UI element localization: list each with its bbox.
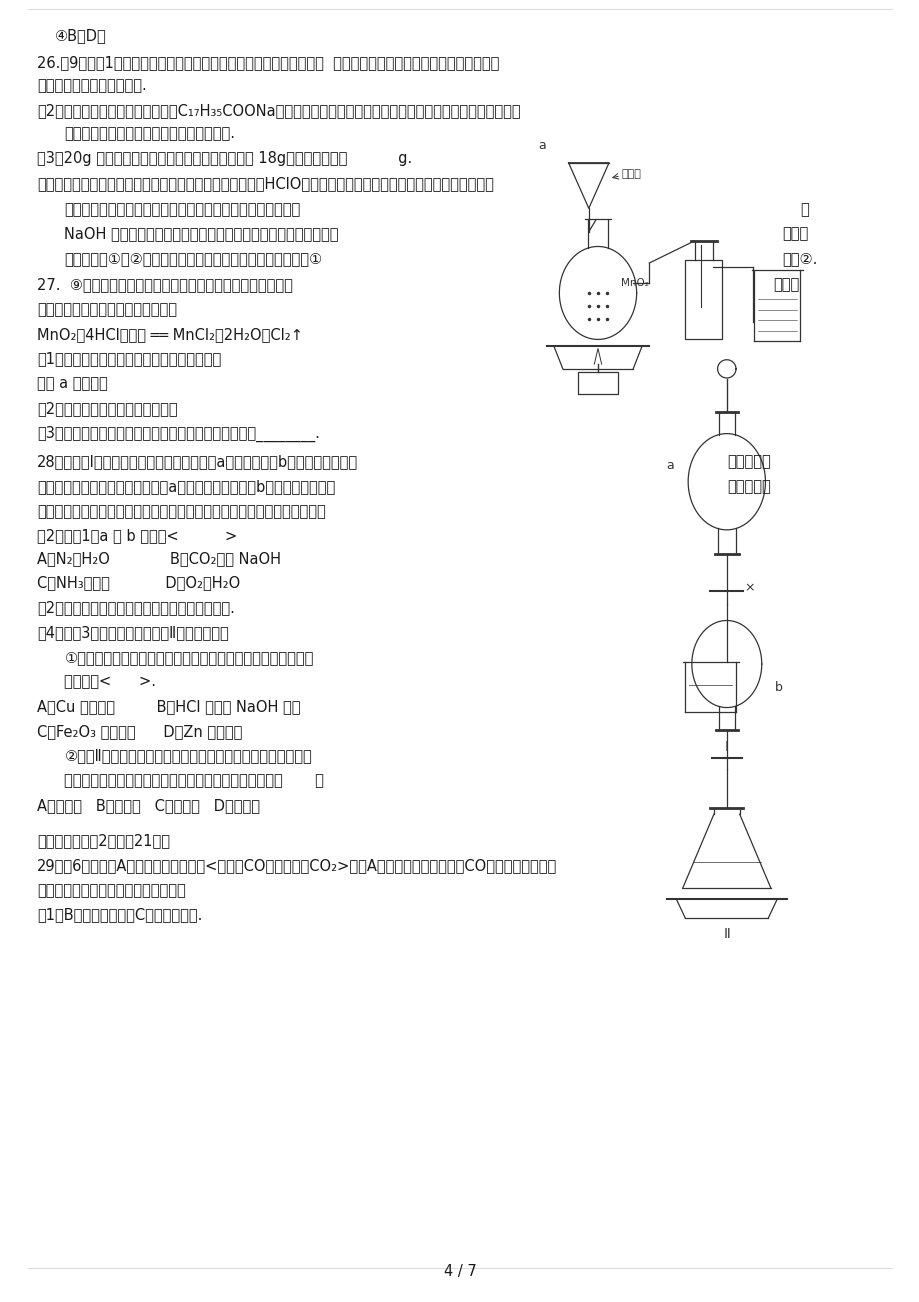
Text: （3）通常烧杯中盛装氢氧化钙溶液，在此所起的作用是________.: （3）通常烧杯中盛装氢氧化钙溶液，在此所起的作用是________. xyxy=(37,426,319,441)
Text: 体，实验室制备氯气的化学方程式为: 体，实验室制备氯气的化学方程式为 xyxy=(37,302,176,318)
Text: 物质氧化为无色物质．某同学将氯气的水溶液滴入含酔酘试液: 物质氧化为无色物质．某同学将氯气的水溶液滴入含酔酘试液 xyxy=(64,202,301,217)
Text: 26.〉9分《（1）检验无水酒精中是否含有微量水分的最简便的方法是  取少量无水酒精，向酒精中加入少量粉末，: 26.〉9分《（1）检验无水酒精中是否含有微量水分的最简便的方法是 取少量无水酒… xyxy=(37,55,499,70)
Text: （3）20g 氢气和氧气的混合气体完全燃烧，生成水 18g，则氢气最多为           g.: （3）20g 氢气和氧气的混合气体完全燃烧，生成水 18g，则氢气最多为 g. xyxy=(37,151,412,167)
Text: ④B＋D．: ④B＋D． xyxy=(55,29,107,44)
Text: （1）右图为实验室制取氯气的装置图，请写出: （1）右图为实验室制取氯气的装置图，请写出 xyxy=(37,352,221,367)
Text: 五、（本题包括2题，共21分）: 五、（本题包括2题，共21分） xyxy=(37,833,170,849)
Text: Ⅰ: Ⅰ xyxy=(724,741,728,754)
Text: （2）该实验中收集氯气的方法是：: （2）该实验中收集氯气的方法是： xyxy=(37,401,177,417)
Text: a: a xyxy=(538,139,545,152)
Text: （2）肥皂的主要成分是硬脂酸钙（C₁₇H₃₅COONa），将其与稀盐酸混合，会产生白色沉淠，沉淠为（写名称，下: （2）肥皂的主要成分是硬脂酸钙（C₁₇H₃₅COONa），将其与稀盐酸混合，会产… xyxy=(37,103,520,118)
Text: 29．（6分）现有A贮气瓶中的混合气体<主要有CO，内含少量CO₂>，以A为原料制备纯净干燥的CO用于还原氧化铜，: 29．（6分）现有A贮气瓶中的混合气体<主要有CO，内含少量CO₂>，以A为原料… xyxy=(37,858,556,874)
Text: a: a xyxy=(666,458,674,471)
Text: 于外界大气: 于外界大气 xyxy=(726,479,770,495)
Text: 氯气是一种有毒的气体，它能与水反应生成盐酸和次氯酸（HClO），反应为次氯酸具有漂白性，它可以将某些有色: 氯气是一种有毒的气体，它能与水反应生成盐酸和次氯酸（HClO），反应为次氯酸具有… xyxy=(37,176,494,191)
Text: A．Cu 和稀盐酸         B．HCl 溶液和 NaOH 溶液: A．Cu 和稀盐酸 B．HCl 溶液和 NaOH 溶液 xyxy=(37,699,300,715)
Text: 并验证反应产物．依照图示装置回答：: 并验证反应产物．依照图示装置回答： xyxy=(37,883,186,898)
Text: 的: 的 xyxy=(800,202,809,217)
Text: 还是②.: 还是②. xyxy=(781,251,816,267)
Text: （2）写出上述能进行化学反应的一个化学方程式.: （2）写出上述能进行化学反应的一个化学方程式. xyxy=(37,600,234,616)
Text: 仪器 a 的名称：: 仪器 a 的名称： xyxy=(37,376,108,392)
Text: C．Fe₂O₃ 和稀硫酸      D．Zn 和稀硫酸: C．Fe₂O₃ 和稀硫酸 D．Zn 和稀硫酸 xyxy=(37,724,242,740)
Text: 喷泉的是<      >.: 喷泉的是< >. xyxy=(64,674,156,690)
Text: 浓盐酸: 浓盐酸 xyxy=(620,169,641,180)
Text: C．NH₃，盐酸            D．O₂，H₂O: C．NH₃，盐酸 D．O₂，H₂O xyxy=(37,575,240,591)
Text: 4 / 7: 4 / 7 xyxy=(443,1263,476,1279)
Text: 大的气: 大的气 xyxy=(772,277,799,293)
Text: 轻轻振荡烧: 轻轻振荡烧 xyxy=(726,454,770,470)
Text: b: b xyxy=(774,681,782,694)
Text: 27.  ⑨分）氯气是一种黄綢色、有毒、能溶于水、密度比空气: 27. ⑨分）氯气是一种黄綢色、有毒、能溶于水、密度比空气 xyxy=(37,277,292,293)
Text: 28．在如图Ⅰ装置中，烧瓶中充满干燥的气体a，将滴管中的b液体挤入烧瓶内，: 28．在如图Ⅰ装置中，烧瓶中充满干燥的气体a，将滴管中的b液体挤入烧瓶内， xyxy=(37,454,357,470)
Text: 瓶，然后打开弹簧夹，烧瓶内气体a由于极易溶解于液体b，使烧瓶内气压小: 瓶，然后打开弹簧夹，烧瓶内气体a由于极易溶解于液体b，使烧瓶内气压小 xyxy=(37,479,335,495)
Text: （2分）（1）a 和 b 分别是<          >: （2分）（1）a 和 b 分别是< > xyxy=(37,529,237,544)
Text: 同）；与硬水混合，也会产生沉淠，沉淠为.: 同）；与硬水混合，也会产生沉淠，沉淠为. xyxy=(64,126,235,142)
Text: NaOH 溶液中，当滴到最后一滴时，红色突然褾去．红色褾去的原: NaOH 溶液中，当滴到最后一滴时，红色突然褾去．红色褾去的原 xyxy=(64,227,338,242)
Text: 压，从而把烧杯内的液体压回烧瓶，呈喷泉状喷出，最终几乎充满烧瓶．则: 压，从而把烧杯内的液体压回烧瓶，呈喷泉状喷出，最终几乎充满烧瓶．则 xyxy=(37,504,325,519)
Text: MnO₂＋4HCl（浓） ══ MnCl₂＋2H₂O＋Cl₂↑: MnO₂＋4HCl（浓） ══ MnCl₂＋2H₂O＋Cl₂↑ xyxy=(37,327,302,342)
Bar xyxy=(577,372,618,395)
Text: 因可能: 因可能 xyxy=(781,227,808,242)
Text: 有两种情况①，②．请设计一个实验，确定红色褾去的原因是①: 有两种情况①，②．请设计一个实验，确定红色褾去的原因是① xyxy=(64,251,323,267)
Text: ×: × xyxy=(743,582,754,595)
Text: A．N₂，H₂O             B．CO₂，浓 NaOH: A．N₂，H₂O B．CO₂，浓 NaOH xyxy=(37,551,280,566)
Text: 冷水后，再分别加入足量的下列物质，可产生喷泉的是（       ）: 冷水后，再分别加入足量的下列物质，可产生喷泉的是（ ） xyxy=(64,773,323,789)
Text: ①在图中的锥形瓶里，分别加入足量的下列物质，反应后能产生: ①在图中的锥形瓶里，分别加入足量的下列物质，反应后能产生 xyxy=(64,650,313,665)
Text: MnO₂: MnO₂ xyxy=(620,277,648,288)
Text: Ⅱ: Ⅱ xyxy=(722,927,730,941)
Bar xyxy=(685,260,721,339)
Text: A．生石灿   B．硫酸铜   C．浓硫酸   D．硫酸颉: A．生石灿 B．硫酸铜 C．浓硫酸 D．硫酸颉 xyxy=(37,798,259,814)
Text: （4分）（3）某学生设计了如图Ⅱ的喷泉实验：: （4分）（3）某学生设计了如图Ⅱ的喷泉实验： xyxy=(37,625,228,641)
Text: 若含有水，观察到的现象是.: 若含有水，观察到的现象是. xyxy=(37,78,146,94)
Text: ＜1＞B装置的作用是，C装置的作用是.: ＜1＞B装置的作用是，C装置的作用是. xyxy=(37,907,202,923)
Text: ②在图Ⅱ的锥形瓶外放一水槽，向锥形瓶加入酒精，水槽中加入: ②在图Ⅱ的锥形瓶外放一水槽，向锥形瓶加入酒精，水槽中加入 xyxy=(64,749,312,764)
